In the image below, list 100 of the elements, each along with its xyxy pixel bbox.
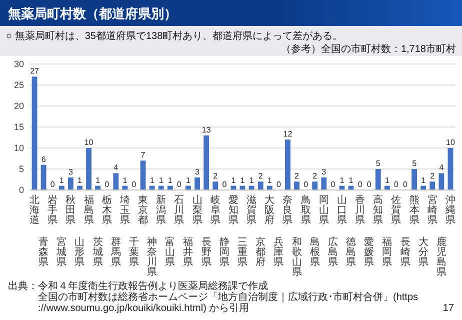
data-label: 0 — [276, 180, 281, 189]
category: 広島県 — [328, 237, 338, 268]
category: 富山県 — [165, 237, 176, 268]
ytick: 0 — [18, 185, 24, 195]
data-label: 10 — [84, 138, 94, 147]
category: 岩手県 — [48, 195, 58, 226]
category: 山形県 — [74, 237, 85, 268]
category: 兵庫県 — [274, 237, 284, 268]
data-label: 10 — [446, 138, 455, 147]
category: 山梨県 — [192, 195, 202, 226]
data-label: 1 — [240, 176, 245, 185]
category: 沖縄県 — [445, 195, 456, 226]
data-label: 0 — [366, 180, 372, 189]
data-label: 2 — [430, 172, 435, 181]
data-label: 1 — [168, 176, 172, 185]
category: 福井県 — [183, 237, 194, 268]
data-label: 1 — [122, 176, 128, 185]
data-label: 12 — [283, 130, 292, 139]
subtitle: ○ 無薬局町村は、35都道府県で138町村あり、都道府県によって差がある。 — [6, 31, 343, 42]
category: 千葉県 — [129, 237, 139, 268]
category: 北海道 — [30, 195, 40, 226]
category: 鳥取県 — [300, 195, 311, 226]
data-label: 1 — [348, 176, 354, 185]
data-label: 3 — [68, 167, 73, 176]
data-label: 4 — [114, 163, 118, 172]
category: 香川県 — [355, 195, 366, 226]
data-label: 13 — [202, 125, 211, 134]
category: 青森県 — [38, 237, 49, 268]
annotation: 出典：令和４年度衛生行政報告例より医薬局総務課で作成 — [8, 281, 268, 292]
annotation: 全国の市町村数は総務省ホームページ「地方自治制度｜広域行政･市町村合併」(https://www.soumu.go.jp/kouiki/kouiki.html) から引用 — [38, 292, 418, 314]
category: 石川県 — [174, 195, 184, 226]
data-label: 2 — [258, 172, 263, 181]
category: 滋賀県 — [246, 195, 257, 226]
data-label: 0 — [330, 180, 336, 189]
category: 茨城県 — [92, 237, 103, 268]
category: 岡山県 — [318, 195, 329, 226]
category: 鹿児島県 — [436, 237, 446, 278]
data-label: 0 — [50, 180, 55, 189]
category: 福島県 — [84, 195, 94, 226]
data-label: 0 — [403, 180, 408, 189]
category: 福岡県 — [382, 237, 392, 268]
data-label: 1 — [249, 176, 254, 185]
data-label: 1 — [150, 176, 154, 185]
ytick: 10 — [14, 143, 24, 153]
category: 群馬県 — [110, 237, 121, 268]
category: 新潟県 — [156, 195, 166, 226]
category: 京都府 — [256, 237, 266, 268]
data-label: 0 — [394, 180, 398, 189]
category: 栃木県 — [102, 195, 112, 226]
data-label: 1 — [186, 176, 190, 185]
data-label: 0 — [304, 180, 308, 189]
data-label: 0 — [222, 180, 227, 189]
data-label: 0 — [132, 180, 136, 189]
annotation: （参考）全国の市町村数：1,718市町村 — [280, 44, 456, 55]
title: 無薬局町村数（都道府県別） — [8, 6, 177, 21]
data-label: 2 — [312, 172, 318, 181]
data-label: 2 — [213, 172, 218, 181]
category: 大阪府 — [264, 195, 275, 226]
data-label: 1 — [421, 176, 426, 185]
category: 秋田県 — [66, 195, 76, 226]
ytick: 20 — [14, 101, 24, 111]
category: 神奈川県 — [147, 237, 158, 278]
category: 宮城県 — [56, 237, 67, 268]
category: 愛知県 — [228, 195, 238, 226]
category: 長崎県 — [400, 237, 410, 268]
data-label: 7 — [140, 150, 146, 160]
category: 山口県 — [336, 195, 347, 226]
data-label: 5 — [412, 159, 417, 168]
category: 岐阜県 — [210, 195, 220, 226]
category: 佐賀県 — [391, 195, 402, 226]
ytick: 15 — [14, 122, 24, 132]
category: 長野県 — [201, 237, 212, 268]
data-label: 5 — [376, 159, 380, 168]
category: 和歌山県 — [292, 237, 302, 278]
data-label: 2 — [294, 172, 299, 181]
category: 宮崎県 — [427, 195, 438, 226]
category: 埼玉県 — [120, 195, 130, 226]
data-label: 1 — [158, 176, 164, 185]
data-label: 0 — [358, 180, 362, 189]
data-label: 6 — [41, 154, 46, 164]
category: 静岡県 — [219, 237, 230, 268]
category: 高知県 — [373, 195, 384, 226]
data-label: 1 — [267, 176, 272, 185]
data-label: 0 — [104, 180, 110, 189]
category: 三重県 — [238, 237, 248, 268]
data-label: 1 — [231, 176, 236, 185]
ytick: 25 — [14, 80, 24, 90]
data-label: 1 — [384, 176, 390, 185]
category: 大分県 — [418, 237, 428, 268]
data-label: 1 — [59, 176, 64, 185]
data-label: 3 — [195, 167, 200, 176]
ytick: 30 — [14, 59, 24, 69]
category: 島根県 — [310, 237, 320, 268]
data-label: 1 — [340, 176, 344, 185]
data-label: 1 — [96, 176, 100, 185]
category: 徳島県 — [346, 237, 356, 268]
data-label: 27 — [30, 66, 39, 76]
data-label: 3 — [322, 167, 326, 176]
category: 奈良県 — [282, 195, 293, 226]
category: 東京都 — [138, 195, 148, 226]
